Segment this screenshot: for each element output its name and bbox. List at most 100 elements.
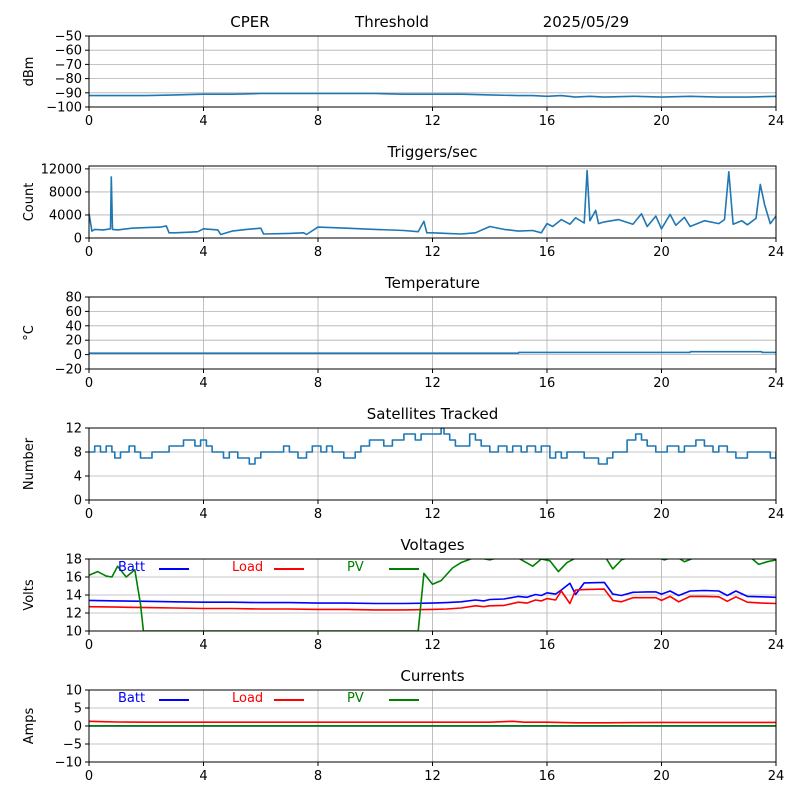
- panel-title: Voltages: [400, 536, 464, 554]
- y-tick-label: 10: [65, 625, 82, 640]
- series-line-0: [89, 350, 776, 355]
- y-tick-label: 14: [65, 589, 82, 604]
- plot-area: [89, 559, 776, 631]
- x-tick-label: 0: [85, 769, 93, 784]
- y-tick-label: 0: [74, 348, 82, 363]
- y-tick-label: −10: [55, 756, 82, 771]
- x-tick-label: 24: [768, 114, 785, 129]
- y-axis-label: Number: [22, 437, 37, 490]
- x-tick-label: 20: [653, 769, 670, 784]
- y-axis-label: Amps: [22, 707, 37, 744]
- panel-1: 0 4 8 12 16 20 24 0 4000 8000 12000 Triggers/sec Cou…: [22, 143, 784, 260]
- y-tick-label: 16: [65, 571, 82, 586]
- legend-label-load: Load: [232, 691, 263, 706]
- panel-3: 0 4 8 12 16 20 24 0 4 8 12 Satellites Tracked Number: [22, 405, 784, 522]
- series-line-batt: [89, 581, 776, 605]
- x-tick-label: 24: [768, 769, 785, 784]
- panel-5: 0 4 8 12 16 20 24 −10 −5 0 5 10 Currents Amps Batt Load…: [22, 667, 784, 784]
- x-tick-label: 16: [539, 114, 556, 129]
- header-mode: Threshold: [354, 13, 429, 31]
- y-tick-label: 20: [65, 334, 82, 349]
- series-line-pv: [89, 559, 776, 631]
- legend-label-pv: PV: [347, 560, 364, 575]
- x-tick-label: 8: [314, 114, 322, 129]
- y-tick-label: 12: [65, 607, 82, 622]
- plot-area: [89, 428, 776, 465]
- y-tick-label: 5: [74, 702, 82, 717]
- x-tick-label: 16: [539, 376, 556, 391]
- x-tick-label: 0: [85, 114, 93, 129]
- panel-title: Satellites Tracked: [367, 405, 498, 423]
- x-tick-label: 12: [424, 638, 441, 653]
- x-tick-label: 4: [199, 769, 207, 784]
- y-tick-label: 0: [74, 494, 82, 509]
- x-tick-label: 16: [539, 507, 556, 522]
- y-axis-label: Volts: [22, 579, 37, 611]
- y-tick-label: 40: [65, 319, 82, 334]
- y-tick-label: −80: [55, 72, 82, 87]
- y-tick-label: 10: [65, 684, 82, 699]
- x-tick-label: 12: [424, 114, 441, 129]
- y-axis-label: dBm: [22, 57, 37, 87]
- panel-title: Triggers/sec: [387, 143, 478, 161]
- x-tick-label: 4: [199, 376, 207, 391]
- y-tick-label: −20: [55, 363, 82, 378]
- legend-label-load: Load: [232, 560, 263, 575]
- x-tick-label: 4: [199, 114, 207, 129]
- series-line-0: [89, 92, 776, 98]
- y-tick-label: −5: [63, 738, 82, 753]
- y-tick-label: −50: [55, 30, 82, 45]
- y-tick-label: −60: [55, 44, 82, 59]
- y-tick-label: 4000: [49, 208, 82, 223]
- y-tick-label: 8000: [49, 185, 82, 200]
- x-tick-label: 20: [653, 638, 670, 653]
- panel-0: 0 4 8 12 16 20 24 −100−90−80−70−60−50 dBm: [22, 30, 784, 130]
- y-tick-label: −90: [55, 86, 82, 101]
- x-tick-label: 16: [539, 245, 556, 260]
- x-tick-label: 20: [653, 245, 670, 260]
- plot-area: [89, 350, 776, 355]
- header-date: 2025/05/29: [543, 13, 629, 31]
- x-tick-label: 24: [768, 507, 785, 522]
- y-tick-label: 4: [74, 470, 82, 485]
- x-tick-label: 8: [314, 245, 322, 260]
- legend-label-batt: Batt: [118, 560, 145, 575]
- x-tick-label: 0: [85, 376, 93, 391]
- y-tick-label: 80: [65, 291, 82, 306]
- x-tick-label: 20: [653, 376, 670, 391]
- header-station: CPER: [230, 13, 269, 31]
- x-tick-label: 12: [424, 769, 441, 784]
- x-tick-label: 0: [85, 507, 93, 522]
- x-tick-label: 0: [85, 245, 93, 260]
- panel-title: Currents: [400, 667, 464, 685]
- y-tick-label: 12000: [41, 162, 82, 177]
- x-tick-label: 12: [424, 507, 441, 522]
- plot-area: [89, 92, 776, 98]
- x-tick-label: 0: [85, 638, 93, 653]
- x-tick-label: 8: [314, 769, 322, 784]
- x-tick-label: 20: [653, 114, 670, 129]
- legend-label-pv: PV: [347, 691, 364, 706]
- panel-4: 0 4 8 12 16 20 24 10 12 14 16 18 Voltages Volts Batt Lo…: [22, 536, 784, 653]
- plot-area: [89, 169, 776, 236]
- y-tick-label: −70: [55, 58, 82, 73]
- y-axis-label: °C: [22, 325, 37, 341]
- x-tick-label: 20: [653, 507, 670, 522]
- x-tick-label: 8: [314, 507, 322, 522]
- y-tick-label: −100: [46, 101, 82, 116]
- y-tick-label: 8: [74, 446, 82, 461]
- series-line-load: [89, 720, 776, 724]
- x-tick-label: 8: [314, 376, 322, 391]
- y-tick-label: 12: [65, 422, 82, 437]
- x-tick-label: 4: [199, 507, 207, 522]
- plot-area: [89, 720, 776, 727]
- series-line-0: [89, 169, 776, 236]
- y-tick-label: 0: [74, 720, 82, 735]
- x-tick-label: 8: [314, 638, 322, 653]
- x-tick-label: 24: [768, 376, 785, 391]
- panel-title: Temperature: [384, 274, 480, 292]
- series-line-load: [89, 588, 776, 611]
